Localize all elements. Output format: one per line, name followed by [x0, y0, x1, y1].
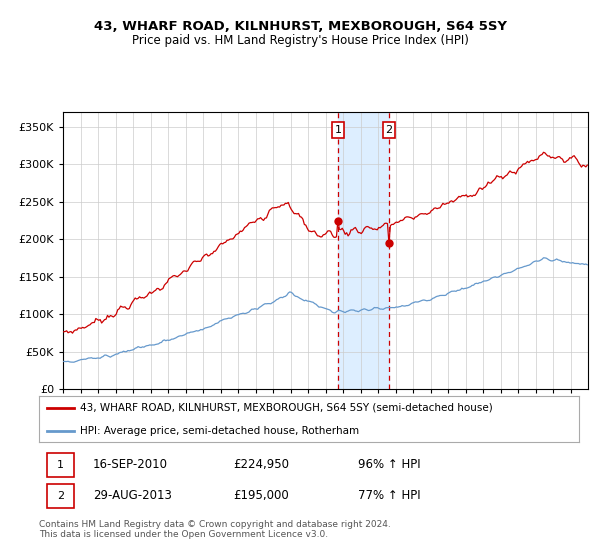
- Text: 43, WHARF ROAD, KILNHURST, MEXBOROUGH, S64 5SY (semi-detached house): 43, WHARF ROAD, KILNHURST, MEXBOROUGH, S…: [79, 403, 492, 413]
- Text: 16-SEP-2010: 16-SEP-2010: [93, 458, 168, 472]
- Text: 77% ↑ HPI: 77% ↑ HPI: [358, 489, 420, 502]
- Text: Contains HM Land Registry data © Crown copyright and database right 2024.
This d: Contains HM Land Registry data © Crown c…: [39, 520, 391, 539]
- Text: £195,000: £195,000: [233, 489, 289, 502]
- Text: 29-AUG-2013: 29-AUG-2013: [93, 489, 172, 502]
- Text: Price paid vs. HM Land Registry's House Price Index (HPI): Price paid vs. HM Land Registry's House …: [131, 34, 469, 46]
- Text: 1: 1: [57, 460, 64, 470]
- Text: £224,950: £224,950: [233, 458, 289, 472]
- Text: 96% ↑ HPI: 96% ↑ HPI: [358, 458, 420, 472]
- Bar: [47, 453, 74, 477]
- Text: HPI: Average price, semi-detached house, Rotherham: HPI: Average price, semi-detached house,…: [79, 426, 359, 436]
- Text: 2: 2: [385, 125, 392, 135]
- Bar: [338, 112, 389, 389]
- Bar: [47, 484, 74, 508]
- Text: 2: 2: [57, 491, 64, 501]
- Text: 1: 1: [334, 125, 341, 135]
- Text: 43, WHARF ROAD, KILNHURST, MEXBOROUGH, S64 5SY: 43, WHARF ROAD, KILNHURST, MEXBOROUGH, S…: [94, 20, 506, 32]
